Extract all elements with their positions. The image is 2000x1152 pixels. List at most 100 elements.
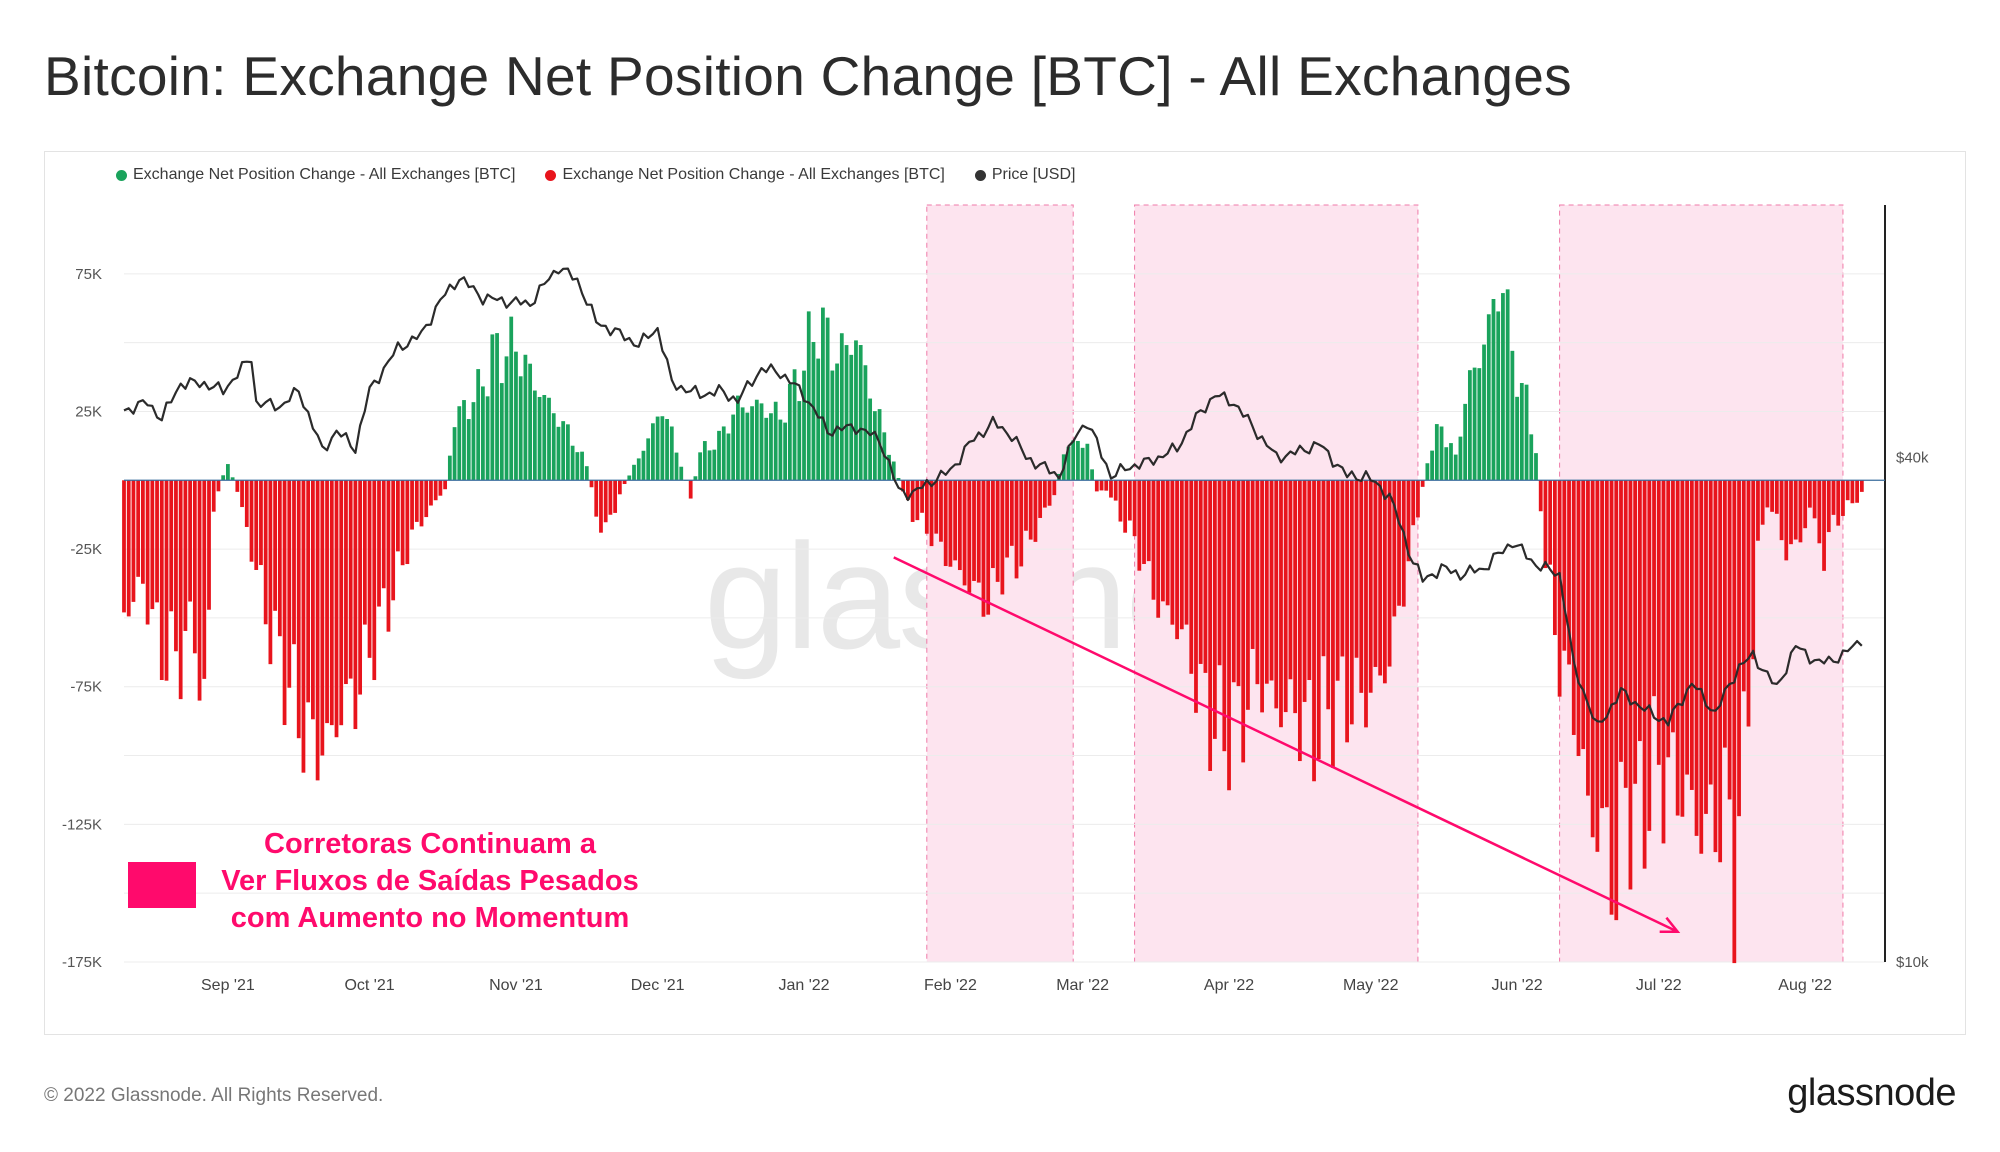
net-position-bar — [910, 480, 915, 522]
net-position-bar — [1434, 424, 1439, 481]
net-position-bar — [1151, 480, 1156, 600]
net-position-bar — [1689, 480, 1694, 790]
net-position-bar — [1449, 443, 1453, 481]
chart-legend: Exchange Net Position Change - All Excha… — [116, 166, 1075, 184]
net-position-bar — [1260, 480, 1264, 713]
net-position-bar — [1604, 480, 1609, 808]
net-position-bar — [948, 480, 953, 567]
net-position-bar — [1850, 480, 1855, 504]
net-position-bar — [1444, 447, 1449, 481]
net-position-bar — [1845, 480, 1850, 501]
legend-item-outflow[interactable]: Exchange Net Position Change - All Excha… — [545, 166, 945, 184]
net-position-bar — [773, 401, 778, 481]
net-position-bar — [953, 480, 958, 561]
net-position-bar — [764, 417, 769, 481]
net-position-bar — [211, 480, 216, 512]
net-position-bar — [381, 480, 386, 589]
net-position-bar — [750, 406, 754, 481]
net-position-bar — [1623, 480, 1628, 788]
net-position-bar — [957, 480, 962, 571]
net-position-bar — [1345, 480, 1349, 743]
x-tick-label: Apr '22 — [1204, 977, 1254, 994]
net-position-bar — [1576, 480, 1581, 757]
net-position-bar — [858, 345, 863, 481]
net-position-bar — [1652, 480, 1656, 697]
net-position-bar — [1354, 480, 1359, 658]
net-position-bar — [1293, 480, 1298, 714]
net-position-bar — [1751, 480, 1756, 660]
net-position-bar — [1142, 480, 1146, 564]
net-position-bar — [1236, 480, 1241, 687]
net-position-bar — [1571, 480, 1576, 735]
net-position-bar — [504, 356, 509, 481]
net-position-bar — [655, 416, 660, 481]
net-position-bar — [1595, 480, 1600, 852]
net-position-bar — [636, 458, 641, 481]
net-position-bar — [1685, 480, 1689, 775]
net-position-bar — [1727, 480, 1732, 800]
net-position-bar — [1208, 480, 1213, 771]
net-position-bar — [1052, 480, 1057, 496]
net-position-bar — [1279, 480, 1283, 728]
x-tick-label: May '22 — [1343, 977, 1399, 994]
net-position-bar — [362, 480, 367, 625]
net-position-bar — [249, 480, 254, 562]
net-position-bar — [825, 317, 830, 481]
net-position-bar — [920, 480, 924, 513]
x-tick-label: Nov '21 — [489, 977, 543, 994]
net-position-bar — [608, 480, 613, 515]
net-position-bar — [1807, 480, 1812, 508]
net-position-bar — [1675, 480, 1680, 816]
net-position-bar — [1326, 480, 1331, 710]
net-position-bar — [353, 480, 358, 730]
net-position-bar — [627, 475, 632, 481]
net-position-bar — [514, 351, 518, 481]
net-position-bar — [528, 363, 533, 481]
net-position-bar — [1212, 480, 1217, 739]
net-position-bar — [1590, 480, 1595, 838]
legend-item-inflow[interactable]: Exchange Net Position Change - All Excha… — [116, 166, 515, 184]
net-position-bar — [1774, 480, 1779, 514]
net-position-bar — [1302, 480, 1307, 702]
net-position-bar — [1501, 293, 1505, 481]
net-position-bar — [797, 401, 802, 481]
net-position-bar — [906, 480, 910, 501]
net-position-bar — [1146, 480, 1151, 562]
net-position-bar — [476, 369, 481, 481]
net-position-bar — [287, 480, 292, 688]
net-position-bar — [1793, 480, 1798, 540]
net-position-bar — [1368, 480, 1373, 693]
net-position-bar — [1737, 480, 1741, 817]
net-position-bar — [386, 480, 391, 632]
net-position-bar — [1458, 436, 1463, 481]
net-position-bar — [221, 475, 226, 481]
legend-label-price: Price [USD] — [991, 166, 1076, 183]
net-position-bar — [991, 480, 995, 569]
net-position-bar — [759, 403, 764, 481]
net-position-bar — [1708, 480, 1713, 785]
net-position-bar — [702, 441, 707, 481]
net-position-bars — [122, 289, 1885, 964]
legend-item-price[interactable]: Price [USD] — [974, 166, 1076, 184]
net-position-bar — [1340, 480, 1345, 657]
net-position-bar — [471, 402, 476, 481]
net-position-bar — [1463, 403, 1468, 481]
net-position-bar — [617, 480, 622, 495]
net-position-bar — [1161, 480, 1165, 602]
callout-text: Corretoras Continuam a Ver Fluxos de Saí… — [200, 826, 660, 937]
net-position-bar — [1401, 480, 1406, 607]
net-position-bar — [1392, 480, 1397, 617]
net-position-bar — [1227, 480, 1231, 791]
net-position-bar — [1619, 480, 1623, 762]
legend-label-inflow: Exchange Net Position Change - All Excha… — [133, 166, 516, 183]
net-position-bar — [131, 480, 136, 602]
net-position-bar — [1486, 314, 1491, 481]
net-position-bar — [1505, 289, 1510, 481]
net-position-bar — [901, 480, 906, 492]
glassnode-logo[interactable]: glassnode — [1787, 1072, 1956, 1114]
price-line — [123, 267, 1863, 727]
net-position-bar — [1822, 480, 1826, 571]
net-position-bar — [292, 480, 296, 645]
net-position-bar — [1510, 350, 1515, 481]
net-position-bar — [802, 370, 806, 481]
